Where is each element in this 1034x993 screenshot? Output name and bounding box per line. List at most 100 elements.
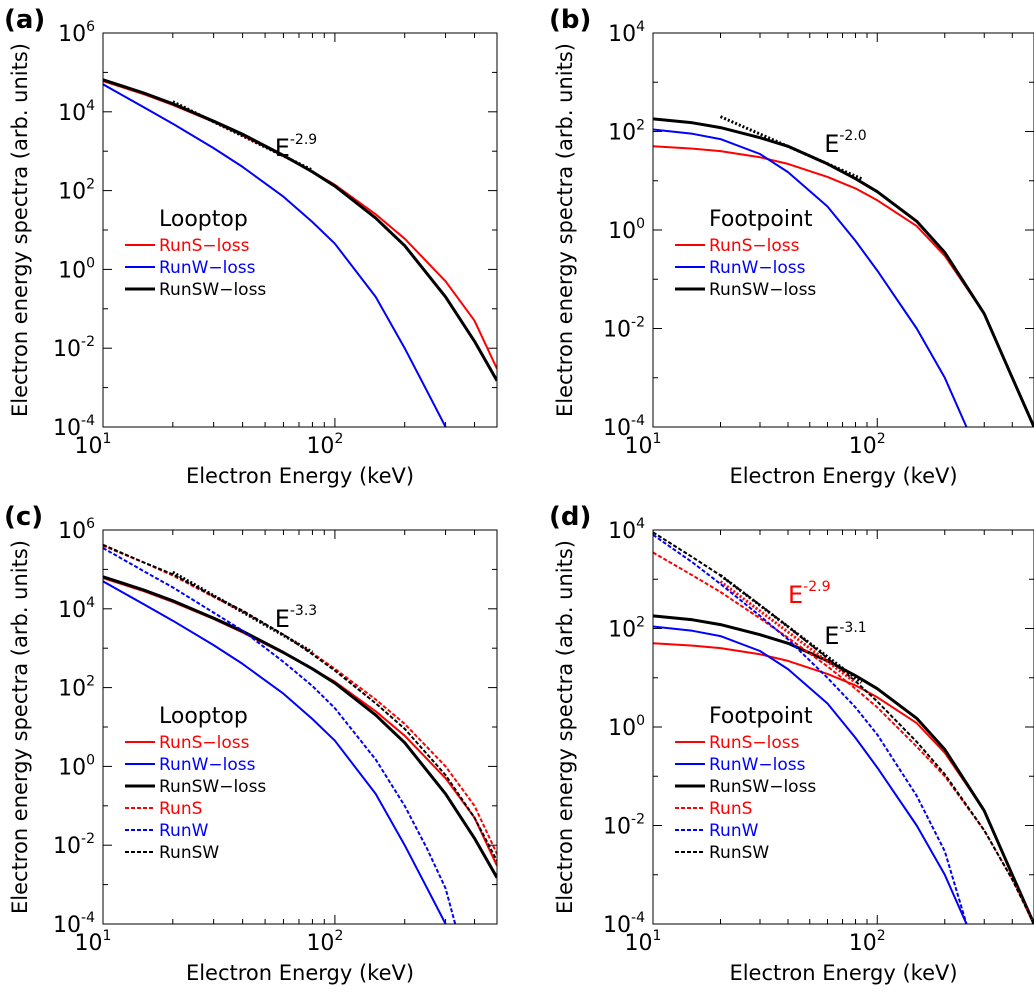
y-tick-label-exp: 0 — [86, 255, 95, 271]
panel-label: (a) — [4, 5, 45, 35]
y-tick-label-exp: 0 — [636, 216, 645, 232]
legend-entry: RunW — [159, 821, 209, 841]
x-tick-label: 101 — [625, 431, 662, 459]
series-line-runwloss-solid — [653, 625, 968, 924]
legend-entry: RunS−loss — [709, 236, 800, 256]
series-line-runs — [653, 551, 1034, 924]
legend-entry: RunSW — [709, 843, 769, 863]
legend-entry: RunW−loss — [159, 258, 256, 278]
y-tick-label-base: 10 — [53, 416, 81, 441]
series-line-runswloss-solid — [103, 575, 497, 879]
annotation-base: E — [824, 622, 839, 650]
y-axis-label: Electron energy spectra (arb. units) — [8, 43, 32, 417]
x-tick-label-exp: 2 — [334, 928, 343, 944]
y-tick-label-exp: 4 — [86, 595, 95, 611]
y-tick-label-exp: 2 — [636, 615, 645, 631]
y-tick-label-exp: 2 — [636, 118, 645, 134]
x-tick-label-base: 10 — [849, 931, 877, 956]
series-line-runw — [653, 533, 968, 924]
y-tick-label: 10-2 — [53, 831, 95, 859]
y-tick-label-base: 10 — [608, 716, 636, 741]
y-tick-label: 10-4 — [53, 910, 95, 938]
annotation-exp: -2.9 — [290, 132, 317, 148]
y-tick-label-exp: -4 — [81, 910, 95, 926]
series-line-runwloss-solid — [653, 128, 968, 427]
y-tick-label-exp: -2 — [81, 334, 95, 350]
y-tick-label-base: 10 — [603, 913, 631, 938]
legend-entry: RunSW−loss — [709, 777, 816, 797]
legend-entry: RunSW−loss — [709, 280, 816, 300]
y-tick-label-base: 10 — [53, 337, 81, 362]
y-tick-label-exp: 4 — [636, 516, 645, 532]
power-law-annotation: E-3.1 — [824, 620, 867, 650]
x-tick-label: 102 — [306, 431, 343, 459]
power-law-annotation: E-2.9 — [788, 579, 831, 609]
legend-entry: RunS−loss — [709, 733, 800, 753]
panel-label: (d) — [549, 502, 591, 532]
x-tick-label-base: 10 — [75, 434, 103, 459]
y-tick-label-base: 10 — [58, 258, 86, 283]
legend-title: Footpoint — [709, 704, 813, 729]
fit-line — [172, 100, 314, 172]
y-tick-label-base: 10 — [603, 416, 631, 441]
series-group — [103, 78, 497, 427]
y-tick-label-base: 10 — [53, 913, 81, 938]
y-tick-label-exp: 0 — [636, 713, 645, 729]
y-tick-label-exp: -4 — [631, 910, 645, 926]
y-axis-label: Electron energy spectra (arb. units) — [553, 43, 577, 417]
y-tick-label-exp: 4 — [86, 98, 95, 114]
y-tick-label-exp: 2 — [86, 674, 95, 690]
x-tick-label-base: 10 — [306, 931, 334, 956]
x-tick-label: 101 — [625, 928, 662, 956]
y-tick-label-base: 10 — [58, 22, 86, 47]
x-tick-label-exp: 1 — [653, 431, 662, 447]
y-tick-label: 102 — [58, 177, 95, 205]
x-axis-label: Electron Energy (keV) — [186, 961, 414, 985]
y-axis-label: Electron energy spectra (arb. units) — [553, 540, 577, 914]
x-tick-label-base: 10 — [306, 434, 334, 459]
x-axis-label: Electron Energy (keV) — [186, 464, 414, 488]
fit-line — [172, 570, 314, 654]
y-tick-label-base: 10 — [603, 318, 631, 343]
annotation-base: E — [824, 130, 839, 158]
fit-line — [719, 115, 863, 181]
y-tick-label-base: 10 — [608, 121, 636, 146]
plot-frame — [102, 32, 498, 428]
x-tick-label: 101 — [75, 928, 112, 956]
y-tick-label-base: 10 — [53, 834, 81, 859]
panel-a: (a) Electron energy spectra (arb. units) E… — [4, 5, 498, 488]
plot-frame — [102, 529, 498, 925]
y-tick-label: 102 — [608, 615, 645, 643]
annotation-base: E — [275, 605, 290, 633]
y-tick-label-exp: 6 — [86, 19, 95, 35]
x-tick-label-base: 10 — [625, 931, 653, 956]
y-tick-label: 100 — [608, 713, 645, 741]
power-law-annotation: E-2.9 — [275, 132, 318, 162]
x-tick-label-exp: 2 — [877, 431, 886, 447]
legend-entry: RunS−loss — [159, 236, 250, 256]
legend-entry: RunW−loss — [709, 755, 806, 775]
y-tick-label: 102 — [608, 118, 645, 146]
series-group — [653, 531, 1034, 924]
y-tick-label: 106 — [58, 19, 95, 47]
y-axis-label: Electron energy spectra (arb. units) — [8, 540, 32, 914]
y-tick-label: 10-2 — [603, 315, 645, 343]
y-tick-label-exp: -4 — [81, 413, 95, 429]
series-line-runw — [103, 547, 457, 924]
series-line-runwloss-solid — [103, 580, 447, 924]
fit-line — [719, 580, 857, 684]
y-tick-label-exp: 4 — [636, 19, 645, 35]
y-tick-label-exp: 2 — [86, 177, 95, 193]
y-tick-label-base: 10 — [58, 180, 86, 205]
x-tick-label-base: 10 — [625, 434, 653, 459]
series-line-runswloss-solid — [653, 614, 1034, 924]
y-tick-label: 104 — [58, 98, 95, 126]
annotation-exp: -3.3 — [290, 603, 317, 619]
y-tick-label: 10-4 — [53, 413, 95, 441]
x-tick-label: 101 — [75, 431, 112, 459]
panel-b: (b) Electron energy spectra (arb. units) E… — [549, 5, 1034, 488]
y-tick-label: 102 — [58, 674, 95, 702]
y-tick-label-base: 10 — [608, 618, 636, 643]
legend-title: Footpoint — [709, 207, 813, 232]
